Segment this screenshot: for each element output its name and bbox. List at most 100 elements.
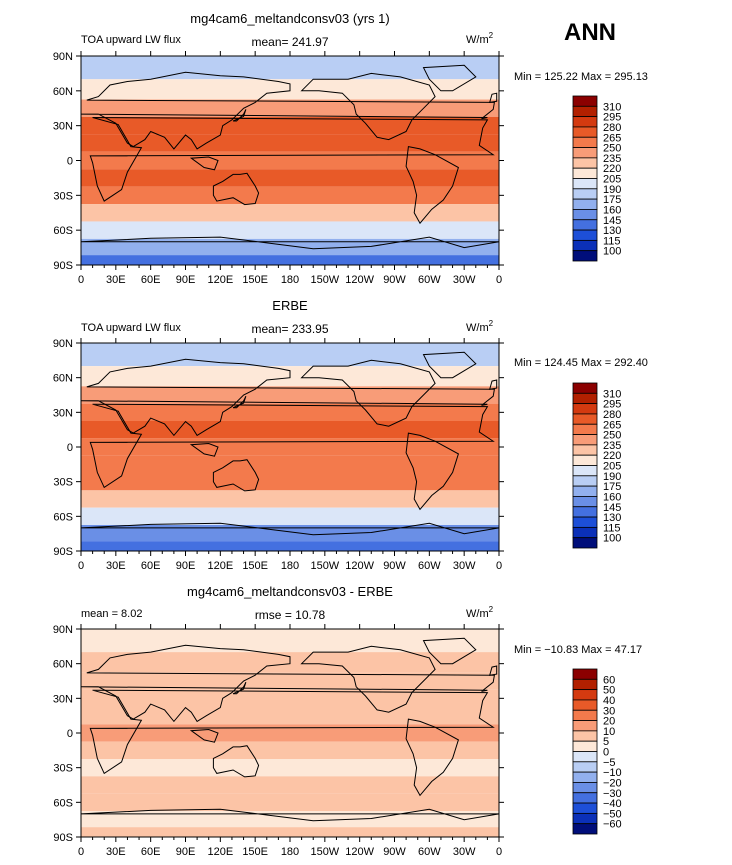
x-tick-label: 120W — [345, 846, 374, 858]
plots-layer: 90N 60N 30N 0 30S 60S 90S 0 30E 60E 90E 120E 150E 180… — [53, 51, 622, 858]
coastline — [80, 644, 495, 723]
x-tick-label: 60E — [141, 846, 161, 858]
coastline — [189, 156, 219, 171]
y-tick-label: 90N — [53, 624, 73, 636]
lat-band — [81, 403, 499, 421]
colorbar-swatch — [572, 209, 598, 221]
y-tick-label: 0 — [67, 156, 73, 168]
x-tick-label: 180 — [281, 560, 299, 572]
colorbar-label: 40 — [603, 695, 615, 707]
x-tick-label: 150W — [310, 846, 339, 858]
colorbar-label: 10 — [603, 726, 615, 738]
lat-band — [81, 741, 499, 759]
colorbar-label: 100 — [603, 533, 621, 545]
colorbar-swatch — [572, 730, 598, 742]
lat-band — [81, 541, 499, 551]
x-tick-label: 0 — [78, 560, 84, 572]
colorbar-swatch — [572, 678, 598, 691]
y-tick-label: 60N — [53, 373, 73, 385]
colorbar-label: 145 — [603, 215, 621, 227]
lat-band — [81, 186, 499, 205]
colorbar-label: 5 — [603, 736, 609, 748]
colorbar-swatch — [572, 771, 598, 783]
coastline — [489, 92, 498, 104]
colorbar-swatch — [572, 485, 598, 497]
panel-title: ERBE — [272, 298, 308, 313]
colorbar-label: 235 — [603, 153, 621, 165]
x-tick-label: 0 — [496, 274, 502, 286]
colorbar-label: 250 — [603, 430, 621, 442]
x-tick-label: 90W — [383, 560, 406, 572]
colorbar-swatch — [572, 188, 598, 200]
x-tick-label: 90E — [176, 560, 196, 572]
lat-band — [81, 421, 499, 439]
colorbar-label: 190 — [603, 471, 621, 483]
season-label: ANN — [564, 19, 616, 46]
x-tick-label: 90W — [383, 274, 406, 286]
colorbar: 3102952802652502352202051901751601451301… — [572, 95, 621, 262]
lat-band — [81, 507, 499, 525]
colorbar-label: 250 — [603, 143, 621, 155]
colorbar-label: 30 — [603, 705, 615, 717]
x-tick-label: 150E — [242, 274, 268, 286]
colorbar-swatch — [572, 167, 598, 179]
colorbar: 3102952802652502352202051901751601451301… — [572, 382, 621, 549]
lat-band — [81, 343, 499, 367]
colorbar-swatch — [572, 709, 598, 721]
x-tick-label: 90E — [176, 274, 196, 286]
coastline — [422, 64, 477, 92]
x-tick-label: 90W — [383, 846, 406, 858]
lat-band — [81, 255, 499, 265]
coastline — [80, 358, 495, 437]
x-tick-label: 120W — [345, 560, 374, 572]
y-tick-label: 90S — [53, 832, 73, 844]
colorbar-label: 205 — [603, 174, 621, 186]
panel-units: W/m2 — [466, 605, 494, 620]
colorbar-label: 145 — [603, 502, 621, 514]
colorbar-swatch — [572, 812, 598, 825]
coastline — [232, 681, 247, 695]
panel-minmax: Min = −10.83 Max = 47.17 — [514, 644, 642, 656]
colorbar-label: 0 — [603, 747, 609, 759]
x-tick-label: 120W — [345, 274, 374, 286]
colorbar-swatch — [572, 782, 598, 794]
coastline — [300, 645, 436, 713]
colorbar-label: 175 — [603, 194, 621, 206]
colorbar-label: 175 — [603, 481, 621, 493]
colorbar-swatch — [572, 689, 598, 701]
lat-band — [81, 776, 499, 794]
lat-band — [81, 629, 499, 653]
colorbar-swatch — [572, 792, 598, 804]
x-tick-label: 0 — [496, 560, 502, 572]
panel-model: mg4cam6_meltandconsv03 (yrs 1) TOA upwar… — [81, 11, 648, 83]
colorbar-label: 60 — [603, 674, 615, 686]
colorbar-swatch — [572, 198, 598, 210]
coastline — [422, 351, 477, 379]
colorbar-label: −60 — [603, 819, 622, 831]
lat-band — [81, 473, 499, 491]
colorbar-label: 115 — [603, 235, 621, 247]
colorbar-swatch — [572, 250, 598, 262]
colorbar-swatch — [572, 423, 598, 435]
y-tick-label: 30N — [53, 121, 73, 133]
colorbar-swatch — [572, 116, 598, 128]
x-tick-label: 60E — [141, 560, 161, 572]
x-tick-label: 150W — [310, 274, 339, 286]
y-tick-label: 90N — [53, 51, 73, 63]
y-tick-label: 60S — [53, 225, 73, 237]
colorbar-swatch — [572, 239, 598, 252]
colorbar-swatch — [572, 392, 598, 405]
x-tick-label: 60E — [141, 274, 161, 286]
x-tick-label: 30E — [106, 846, 126, 858]
colorbar-swatch — [572, 444, 598, 456]
y-tick-label: 60N — [53, 659, 73, 671]
colorbar-label: 130 — [603, 225, 621, 237]
y-tick-label: 90S — [53, 260, 73, 272]
x-tick-label: 90E — [176, 846, 196, 858]
y-tick-label: 0 — [67, 442, 73, 454]
x-tick-label: 60W — [418, 560, 441, 572]
y-tick-label: 30S — [53, 477, 73, 489]
lat-band — [81, 707, 499, 725]
coastline — [212, 459, 260, 492]
